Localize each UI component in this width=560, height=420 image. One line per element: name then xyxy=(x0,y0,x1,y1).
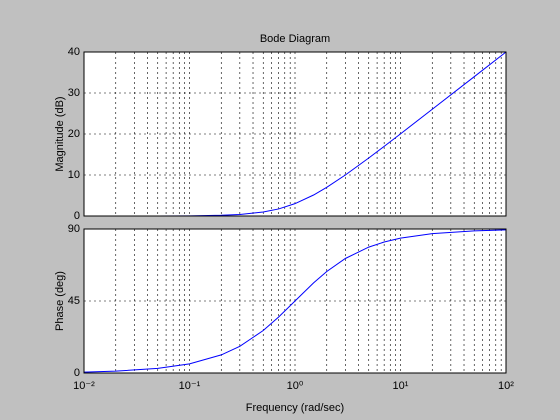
y-tick-label: 10 xyxy=(68,169,80,181)
y-axis-label: Phase (deg) xyxy=(54,271,66,331)
axes-box xyxy=(83,51,507,217)
y-tick-label: 0 xyxy=(74,367,80,379)
y-tick-label: 0 xyxy=(74,210,80,222)
y-tick-label: 45 xyxy=(68,295,80,307)
y-tick-label: 40 xyxy=(68,46,80,58)
y-axis-label: Magnitude (dB) xyxy=(54,96,66,171)
x-tick-label: 10⁻¹ xyxy=(179,380,201,392)
axes-box xyxy=(83,228,507,374)
y-tick-label: 20 xyxy=(68,128,80,140)
x-tick-label: 10⁰ xyxy=(287,380,304,392)
chart-title: Bode Diagram xyxy=(260,33,330,45)
x-axis-label: Frequency (rad/sec) xyxy=(246,402,344,414)
y-tick-label: 90 xyxy=(68,223,80,235)
y-tick-label: 30 xyxy=(68,87,80,99)
x-tick-label: 10⁻² xyxy=(73,380,95,392)
x-tick-label: 10² xyxy=(498,380,514,392)
data-line xyxy=(83,229,507,373)
x-tick-label: 10¹ xyxy=(393,380,409,392)
